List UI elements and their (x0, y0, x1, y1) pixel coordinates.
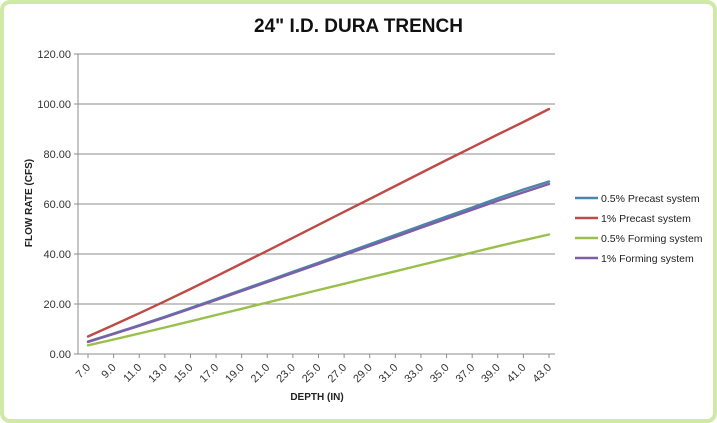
x-tick-label: 7.0 (74, 362, 93, 381)
y-tick-label: 60.00 (43, 199, 71, 211)
x-tick-label: 37.0 (454, 362, 478, 386)
series-line (86, 107, 551, 338)
x-tick-label: 21.0 (249, 362, 273, 386)
series-line (86, 180, 551, 343)
y-tick-label: 0.00 (50, 349, 71, 361)
gridlines (78, 53, 555, 305)
x-tick-label: 29.0 (351, 362, 375, 386)
y-axis-ticks: 0.00 20.00 40.00 60.00 80.00 100.00 120.00 (37, 49, 78, 361)
x-tick-label: 41.0 (505, 362, 529, 386)
x-tick-label: 15.0 (172, 362, 196, 386)
y-tick-label: 120.00 (37, 49, 71, 61)
x-tick-label: 23.0 (274, 362, 298, 386)
x-tick-label: 35.0 (428, 362, 452, 386)
x-tick-label: 17.0 (198, 362, 222, 386)
y-tick-label: 40.00 (43, 249, 71, 261)
series-line (86, 233, 551, 347)
series-line (86, 182, 551, 344)
chart-title: 24" I.D. DURA TRENCH (254, 16, 463, 37)
x-tick-label: 33.0 (402, 362, 426, 386)
x-tick-label: 25.0 (300, 362, 324, 386)
x-tick-label: 11.0 (121, 362, 144, 385)
y-tick-label: 100.00 (37, 99, 71, 111)
y-tick-label: 20.00 (43, 299, 71, 311)
y-axis-label: FLOW RATE (CFS) (24, 159, 35, 247)
x-tick-label: 13.0 (146, 362, 170, 386)
legend-label: 0.5% Precast system (601, 193, 700, 205)
legend-label: 1% Precast system (601, 213, 691, 225)
legend-label: 0.5% Forming system (601, 233, 703, 245)
y-tick-label: 80.00 (43, 149, 71, 161)
x-tick-label: 9.0 (99, 362, 118, 381)
x-tick-label: 43.0 (530, 362, 554, 386)
series-lines (86, 107, 551, 347)
legend-label: 1% Forming system (601, 253, 694, 265)
x-tick-label: 31.0 (377, 362, 401, 386)
x-tick-label: 19.0 (223, 362, 247, 386)
legend: 0.5% Precast system 1% Precast system 0.5%… (575, 193, 703, 265)
x-tick-label: 27.0 (326, 362, 350, 386)
x-axis-ticks: 7.0 9.0 11.0 13.0 15.0 17.0 19.0 21.0 23.0 25.0 27… (74, 354, 554, 385)
x-axis-label: DEPTH (IN) (290, 392, 343, 403)
x-tick-label: 39.0 (479, 362, 503, 386)
